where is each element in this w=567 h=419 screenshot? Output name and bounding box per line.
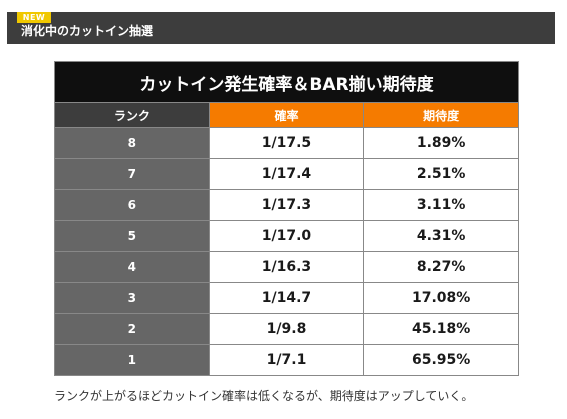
expectation-cell: 45.18% [363, 313, 519, 345]
rank-cell: 7 [54, 158, 210, 190]
section-title: 消化中のカットイン抽選 [21, 24, 154, 38]
table-title: カットイン発生確率＆BAR揃い期待度 [54, 61, 519, 103]
expectation-cell: 3.11% [363, 189, 519, 221]
new-badge: NEW [17, 12, 51, 23]
rank-cell: 6 [54, 189, 210, 221]
probability-cell: 1/16.3 [208, 251, 365, 283]
table-row: 5 1/17.0 4.31% [54, 220, 519, 252]
rank-cell: 4 [54, 251, 210, 283]
expectation-cell: 8.27% [363, 251, 519, 283]
expectation-cell: 65.95% [363, 344, 519, 376]
column-header-expectation: 期待度 [363, 102, 519, 128]
expectation-cell: 17.08% [363, 282, 519, 314]
expectation-cell: 4.31% [363, 220, 519, 252]
table-row: 4 1/16.3 8.27% [54, 251, 519, 283]
column-header-probability: 確率 [208, 102, 365, 128]
expectation-cell: 1.89% [363, 127, 519, 159]
probability-cell: 1/14.7 [208, 282, 365, 314]
probability-cell: 1/7.1 [208, 344, 365, 376]
footnote-text: ランクが上がるほどカットイン確率は低くなるが、期待度はアップしていく。 [54, 389, 474, 403]
table-row: 6 1/17.3 3.11% [54, 189, 519, 221]
expectation-cell: 2.51% [363, 158, 519, 190]
table-row: 1 1/7.1 65.95% [54, 344, 519, 376]
cutin-probability-table: カットイン発生確率＆BAR揃い期待度 ランク 確率 期待度 8 1/17.5 1… [54, 61, 519, 376]
rank-cell: 2 [54, 313, 210, 345]
column-header-rank: ランク [54, 102, 210, 128]
table-row: 8 1/17.5 1.89% [54, 127, 519, 159]
rank-cell: 1 [54, 344, 210, 376]
table-row: 3 1/14.7 17.08% [54, 282, 519, 314]
table-row: 2 1/9.8 45.18% [54, 313, 519, 345]
rank-cell: 8 [54, 127, 210, 159]
rank-cell: 3 [54, 282, 210, 314]
section-header: NEW 消化中のカットイン抽選 [7, 12, 555, 44]
probability-cell: 1/17.4 [208, 158, 365, 190]
probability-cell: 1/9.8 [208, 313, 365, 345]
table-row: 7 1/17.4 2.51% [54, 158, 519, 190]
rank-cell: 5 [54, 220, 210, 252]
probability-cell: 1/17.0 [208, 220, 365, 252]
probability-cell: 1/17.5 [208, 127, 365, 159]
probability-cell: 1/17.3 [208, 189, 365, 221]
